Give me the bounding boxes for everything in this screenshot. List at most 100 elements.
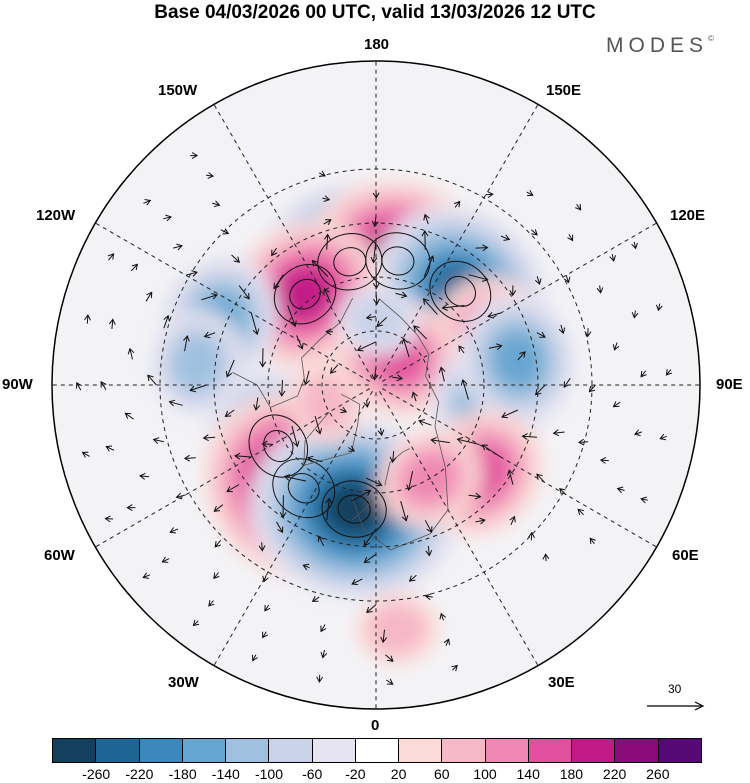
wind-arrow [534, 276, 542, 286]
wind-arrow [231, 254, 241, 263]
coastline-3 [351, 499, 373, 521]
wind-arrow [424, 593, 433, 601]
wind-arrow [589, 537, 596, 545]
wind-arrow [468, 492, 482, 500]
colorbar: -260 -220 -180 -140 -100 -60 -20 20 60 100 140 180 2… [52, 738, 702, 783]
label-60w: 60W [44, 547, 75, 564]
wind-arrow [314, 415, 323, 435]
wind-arrow [488, 343, 503, 351]
wind-arrow [276, 521, 284, 534]
wind-arrow [168, 399, 183, 407]
colorbar-tick-8: 60 [434, 766, 450, 782]
wind-arrow [588, 384, 596, 393]
wind-arrow [105, 445, 115, 452]
wind-arrow [386, 678, 394, 685]
wind-arrow [325, 497, 333, 521]
wind-arrow [238, 285, 250, 300]
wind-arrow [530, 229, 538, 236]
wind-arrow [665, 369, 673, 376]
wind-arrow [202, 434, 216, 442]
contour-ring [289, 278, 321, 310]
wind-arrow [143, 199, 152, 206]
colorbar-ticks: -260 -220 -180 -140 -100 -60 -20 20 60 100 140 180 2… [52, 763, 702, 783]
meridian [379, 390, 539, 666]
wind-arrow [130, 263, 139, 272]
wind-arrow [316, 674, 324, 683]
map-border [51, 60, 701, 710]
wind-arrow [258, 542, 266, 552]
wind-arrow [81, 451, 90, 458]
wind-arrow [418, 419, 432, 426]
wind-arrow [501, 409, 519, 419]
wind-arrow [438, 366, 446, 382]
wind-arrow [485, 191, 494, 199]
wind-arrow [454, 200, 461, 208]
wind-arrow [640, 370, 647, 378]
wind-arrow [363, 553, 377, 564]
colorbar-swatch-14 [658, 739, 701, 762]
brand-mark: © [708, 34, 714, 43]
wind-arrow [183, 335, 190, 352]
wind-arrow [406, 471, 414, 491]
wind-arrow [172, 243, 183, 251]
wind-arrow [517, 351, 526, 361]
label-120w: 120W [36, 207, 76, 224]
wind-arrow [451, 664, 458, 672]
colorbar-swatch-8 [399, 739, 443, 762]
label-60e: 60E [672, 547, 699, 564]
wind-arrow [392, 374, 404, 382]
colorbar-swatch-3 [182, 739, 227, 762]
wind-arrow [161, 556, 170, 563]
colorbar-tick-12: 220 [602, 766, 627, 782]
wind-arrow [226, 484, 240, 493]
colorbar-swatch-11 [528, 739, 573, 762]
wind-arrow [224, 409, 235, 417]
wind-arrow [212, 200, 221, 208]
wind-arrow [395, 291, 408, 299]
wind-arrow [206, 172, 215, 179]
wind-arrow [145, 291, 153, 302]
lat-circle [267, 276, 485, 494]
wind-arrow [214, 539, 222, 548]
wind-arrow [152, 437, 165, 444]
colorbar-tick-7: 20 [390, 766, 407, 782]
label-0: 0 [371, 717, 380, 734]
wind-arrow [351, 578, 363, 585]
wind-arrow [380, 629, 388, 644]
contour-ring [337, 494, 371, 524]
contour-ring [287, 472, 320, 504]
wind-arrow [213, 504, 224, 512]
wind-arrow [339, 406, 348, 414]
wind-arrow [84, 314, 91, 324]
coastline-2 [351, 298, 449, 551]
wind-arrow [468, 274, 489, 282]
colorbar-swatch-9 [442, 739, 486, 762]
coastline-0 [303, 393, 361, 466]
contour-ring [365, 232, 431, 290]
wind-arrow [659, 433, 667, 441]
wind-arrow [261, 440, 274, 448]
label-90w: 90W [2, 376, 33, 393]
label-30w: 30W [168, 674, 199, 691]
wind-arrow [423, 255, 435, 277]
wind-arrow [430, 437, 450, 444]
wind-arrow [311, 259, 329, 277]
coastline-4 [384, 448, 410, 486]
wind-arrow [596, 285, 604, 294]
chart-title: Base 04/03/2026 00 UTC, valid 13/03/2026… [154, 2, 596, 23]
meridian [381, 222, 657, 382]
lat-circle [321, 330, 431, 440]
colorbar-swatch-7 [355, 739, 400, 762]
wind-arrow [575, 203, 582, 211]
wind-arrow [262, 575, 269, 583]
colorbar-tick-13: 260 [646, 766, 670, 782]
contour-ring [317, 233, 383, 291]
wind-arrow [365, 477, 383, 487]
wind-arrow [183, 454, 196, 462]
anomaly-neg-5 [150, 309, 245, 418]
colorbar-tick-0: -260 [82, 766, 111, 782]
wind-arrow [542, 553, 550, 562]
wind-arrow [609, 253, 616, 262]
wind-arrow [252, 654, 258, 662]
wind-arrow [264, 604, 271, 612]
